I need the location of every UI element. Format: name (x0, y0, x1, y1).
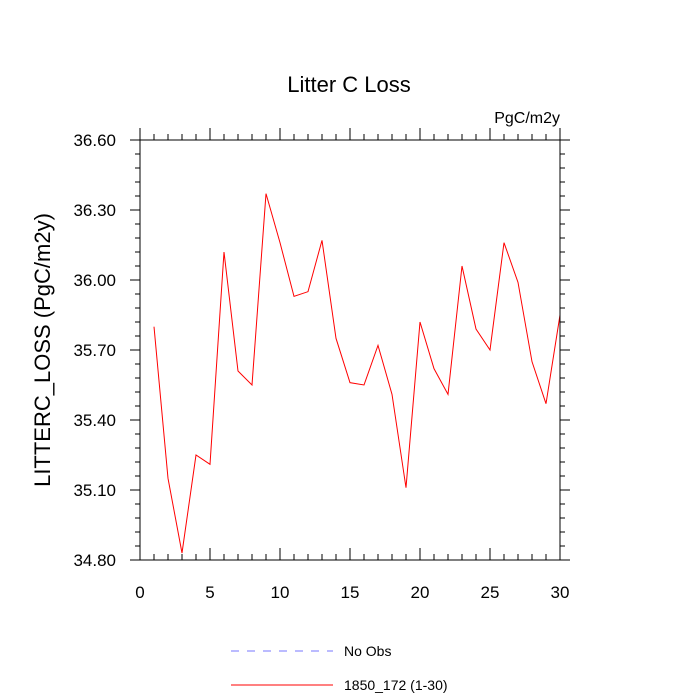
ticks-layer: 0 5 10 15 20 25 30 34.80 35.10 35.40 35.70 36.00 36.… (73, 128, 570, 602)
units-label: PgC/m2y (494, 110, 560, 127)
y-tick-label: 35.10 (73, 481, 116, 500)
x-tick-label: 5 (205, 583, 214, 602)
plot-frame (139, 139, 561, 561)
x-tick-label: 30 (551, 583, 570, 602)
legend-label: No Obs (344, 643, 391, 659)
legend-label: 1850_172 (1-30) (344, 677, 448, 693)
y-tick-label: 36.60 (73, 131, 116, 150)
chart-title: Litter C Loss (287, 72, 411, 97)
x-tick-label: 20 (411, 583, 430, 602)
y-tick-label: 35.40 (73, 411, 116, 430)
x-tick-label: 10 (271, 583, 290, 602)
y-axis-label: LITTERC_LOSS (PgC/m2y) (30, 213, 55, 487)
y-tick-label: 35.70 (73, 341, 116, 360)
y-tick-label: 36.00 (73, 271, 116, 290)
y-tick-label: 34.80 (73, 551, 116, 570)
x-tick-label: 25 (481, 583, 500, 602)
legend: No Obs 1850_172 (1-30) (231, 643, 448, 693)
x-tick-label: 0 (135, 583, 144, 602)
series-layer (153, 193, 561, 554)
series-line (153, 193, 561, 554)
y-tick-label: 36.30 (73, 201, 116, 220)
x-tick-label: 15 (341, 583, 360, 602)
